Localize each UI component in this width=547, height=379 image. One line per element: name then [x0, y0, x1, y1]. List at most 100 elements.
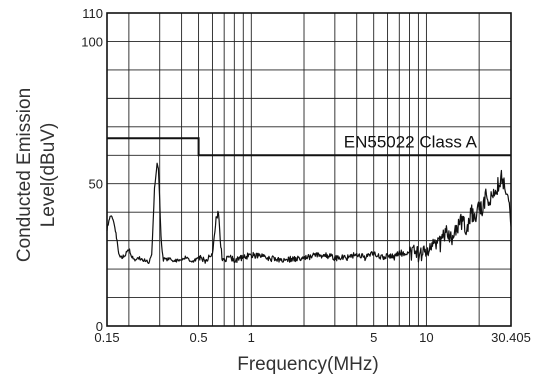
data-point — [440, 243, 441, 244]
data-point — [218, 212, 219, 213]
data-point — [160, 234, 161, 235]
grid — [106, 12, 512, 327]
data-point — [159, 200, 160, 201]
data-point — [195, 260, 196, 261]
data-point — [111, 214, 112, 215]
data-point — [409, 251, 410, 252]
data-point — [224, 260, 225, 261]
data-point — [212, 254, 213, 255]
data-point — [109, 217, 110, 218]
data-point — [221, 257, 222, 258]
data-point — [142, 260, 143, 261]
data-point — [181, 260, 182, 261]
data-point — [466, 229, 467, 230]
data-point — [128, 249, 129, 250]
data-point — [132, 257, 133, 258]
data-point — [334, 257, 335, 258]
data-point — [387, 254, 388, 255]
data-point — [507, 197, 508, 198]
data-point — [457, 226, 458, 227]
series-group — [106, 162, 512, 264]
data-point — [136, 260, 137, 261]
data-point — [163, 260, 164, 261]
data-point — [148, 263, 149, 264]
data-point — [169, 257, 170, 258]
y-tick-label: 100 — [81, 34, 103, 49]
data-point — [504, 189, 505, 190]
data-point — [166, 260, 167, 261]
data-point — [380, 257, 381, 258]
data-point — [124, 254, 125, 255]
data-point — [282, 260, 283, 261]
y-tick-label: 50 — [89, 177, 103, 192]
data-point — [234, 260, 235, 261]
data-point — [446, 232, 447, 233]
data-point — [198, 257, 199, 258]
data-point — [489, 200, 490, 201]
y-axis-title-line2: Level(dBuV) — [38, 123, 59, 228]
data-point — [116, 237, 117, 238]
data-point — [356, 254, 357, 255]
x-tick-label: 5 — [370, 330, 377, 345]
y-tick-label: 0 — [96, 319, 103, 334]
limit-line-label: EN55022 Class A — [344, 132, 478, 151]
data-point — [118, 251, 119, 252]
data-point — [365, 257, 366, 258]
data-point — [139, 257, 140, 258]
x-tick-label: 0.15 — [94, 330, 119, 345]
data-point — [151, 254, 152, 255]
data-point — [164, 257, 165, 258]
data-point — [243, 257, 244, 258]
data-point — [498, 183, 499, 184]
data-point — [496, 189, 497, 190]
data-point — [120, 257, 121, 258]
plot-frame — [106, 12, 512, 327]
data-point — [486, 192, 487, 193]
x-tick-label: 0.5 — [190, 330, 208, 345]
data-point — [418, 254, 419, 255]
emission-series-line — [106, 162, 512, 264]
x-tick-label: 30.405 — [491, 330, 531, 345]
data-point — [190, 260, 191, 261]
tick-labels: 0.15 0.5 1 5 10 30.405 0 50 100 110 — [81, 6, 531, 345]
data-point — [162, 251, 163, 252]
data-point — [177, 260, 178, 261]
data-point — [393, 257, 394, 258]
data-point — [114, 223, 115, 224]
data-point — [404, 254, 405, 255]
data-point — [346, 257, 347, 258]
data-point — [479, 206, 480, 207]
data-point — [154, 189, 155, 190]
limit-line-group — [107, 137, 511, 157]
x-tick-label: 10 — [419, 330, 433, 345]
data-point — [462, 220, 463, 221]
data-point — [492, 195, 493, 196]
y-tick-label: 110 — [82, 6, 103, 21]
data-point — [451, 237, 452, 238]
data-point — [251, 254, 252, 255]
data-point — [501, 175, 502, 176]
data-point — [205, 260, 206, 261]
limit-line — [107, 137, 511, 157]
data-point — [157, 163, 158, 164]
data-point — [185, 257, 186, 258]
data-point — [173, 260, 174, 261]
data-point — [229, 257, 230, 258]
data-point — [482, 212, 483, 213]
data-point — [303, 257, 304, 258]
data-point — [219, 232, 220, 233]
data-point — [399, 251, 400, 252]
data-point — [145, 260, 146, 261]
data-point — [158, 169, 159, 170]
data-point — [475, 217, 476, 218]
data-point — [216, 217, 217, 218]
x-tick-label: 1 — [248, 330, 255, 345]
data-point — [471, 212, 472, 213]
x-axis-title: Frequency(MHz) — [237, 354, 378, 375]
data-point — [320, 254, 321, 255]
data-point — [426, 249, 427, 250]
data-point — [433, 240, 434, 241]
data-point — [373, 251, 374, 252]
data-point — [265, 257, 266, 258]
